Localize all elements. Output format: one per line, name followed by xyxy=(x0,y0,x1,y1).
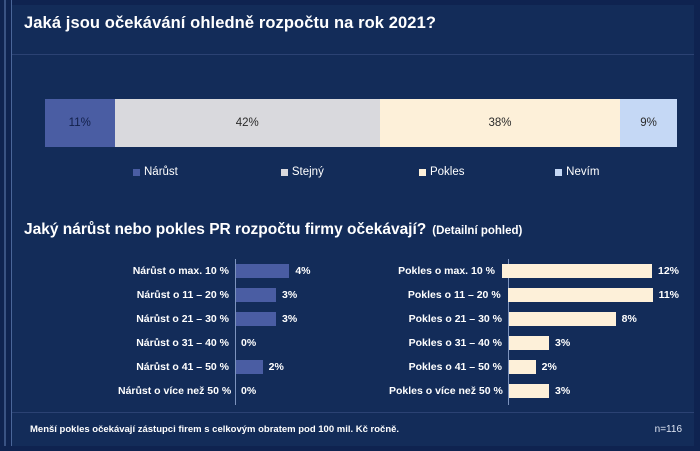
legend-swatch-icon xyxy=(555,168,563,176)
row-label: Nárůst o 11 – 20 % xyxy=(136,289,229,301)
legend-label: Stejný xyxy=(291,166,324,178)
bar-value: 8% xyxy=(621,313,637,325)
legend-item-narust: Nárůst xyxy=(133,166,281,178)
table-row: Nárůst o 21 – 30 % 3% xyxy=(118,307,368,331)
detail-chart-pokles: Pokles o max. 10 % 12% Pokles o 11 – 20 … xyxy=(389,259,679,405)
table-row: Nárůst o více než 50 % 0% xyxy=(118,379,368,403)
row-label: Pokles o 21 – 30 % xyxy=(408,313,502,325)
table-row: Nárůst o max. 10 % 4% xyxy=(118,259,368,283)
section-title-main: Jaký nárůst nebo pokles PR rozpočtu firm… xyxy=(24,221,427,238)
bar-value: 12% xyxy=(657,265,679,277)
row-label: Nárůst o více než 50 % xyxy=(118,385,232,397)
left-edge-accent xyxy=(4,0,6,451)
table-row: Pokles o 41 – 50 % 2% xyxy=(389,355,679,379)
section-title: Jaký nárůst nebo pokles PR rozpočtu firm… xyxy=(24,221,522,239)
bar-value: 3% xyxy=(555,337,571,349)
footnote: Menší pokles očekávají zástupci firem s … xyxy=(30,424,400,435)
legend-label: Pokles xyxy=(429,166,465,178)
bar xyxy=(236,264,290,278)
legend-swatch-icon xyxy=(418,168,426,176)
row-label: Pokles o 11 – 20 % xyxy=(407,289,501,301)
bar-value: 3% xyxy=(282,289,298,301)
bar-value: 3% xyxy=(555,385,571,397)
chart-axis-line xyxy=(235,259,236,405)
stacked-segment-pokles: 38% xyxy=(379,99,621,147)
detail-chart-narust: Nárůst o max. 10 % 4% Nárůst o 11 – 20 %… xyxy=(118,259,368,405)
legend-item-stejny: Stejný xyxy=(280,166,419,178)
top-band xyxy=(0,0,700,5)
row-label: Pokles o 31 – 40 % xyxy=(408,337,502,349)
section-title-sub: (Detailní pohled) xyxy=(432,225,523,237)
bar xyxy=(509,312,616,326)
bar xyxy=(509,360,536,374)
bar-value: 2% xyxy=(541,361,557,373)
page-title: Jaká jsou očekávání ohledně rozpočtu na … xyxy=(24,14,437,32)
legend-label: Nárůst xyxy=(144,166,178,178)
stacked-segment-stejny: 42% xyxy=(114,99,380,147)
bar xyxy=(236,360,263,374)
stacked-segment-narust: 11% xyxy=(45,99,115,147)
table-row: Pokles o 11 – 20 % 11% xyxy=(389,283,679,307)
row-label: Nárůst o 21 – 30 % xyxy=(136,313,229,325)
stacked-bar-chart: 11% 42% 38% 9% xyxy=(45,99,677,147)
table-row: Pokles o 21 – 30 % 8% xyxy=(389,307,679,331)
row-label: Pokles o max. 10 % xyxy=(398,265,495,277)
legend-swatch-icon xyxy=(280,168,288,176)
divider-top xyxy=(12,54,694,55)
table-row: Pokles o více než 50 % 3% xyxy=(389,379,679,403)
legend-item-nevim: Nevím xyxy=(555,166,633,178)
bar xyxy=(509,384,549,398)
bar xyxy=(501,264,652,278)
bar xyxy=(236,312,276,326)
bar-value: 0% xyxy=(241,385,257,397)
stacked-segment-nevim: 9% xyxy=(620,99,677,147)
bottom-band xyxy=(0,446,700,451)
table-row: Nárůst o 41 – 50 % 2% xyxy=(118,355,368,379)
bar-value: 2% xyxy=(268,361,284,373)
table-row: Pokles o max. 10 % 12% xyxy=(389,259,679,283)
legend-label: Nevím xyxy=(566,166,600,178)
stacked-bar-legend: Nárůst Stejný Pokles Nevím xyxy=(133,166,633,178)
right-edge-strip xyxy=(694,0,700,451)
bar-value: 11% xyxy=(658,289,679,301)
row-label: Nárůst o 31 – 40 % xyxy=(136,337,229,349)
legend-swatch-icon xyxy=(133,168,140,176)
bar xyxy=(509,336,549,350)
divider-bottom xyxy=(12,412,694,413)
table-row: Nárůst o 11 – 20 % 3% xyxy=(118,283,368,307)
left-edge-strip xyxy=(0,0,12,451)
row-label: Nárůst o 41 – 50 % xyxy=(136,361,229,373)
sample-size: n=116 xyxy=(654,424,682,435)
table-row: Nárůst o 31 – 40 % 0% xyxy=(118,331,368,355)
legend-item-pokles: Pokles xyxy=(418,166,555,178)
bar xyxy=(236,288,276,302)
chart-axis-line xyxy=(508,259,509,405)
row-label: Nárůst o max. 10 % xyxy=(132,265,229,277)
row-label: Pokles o více než 50 % xyxy=(389,385,503,397)
bar-value: 0% xyxy=(241,337,257,349)
bar-value: 4% xyxy=(295,265,311,277)
bar-value: 3% xyxy=(282,313,298,325)
row-label: Pokles o 41 – 50 % xyxy=(408,361,502,373)
table-row: Pokles o 31 – 40 % 3% xyxy=(389,331,679,355)
bar xyxy=(507,288,653,302)
